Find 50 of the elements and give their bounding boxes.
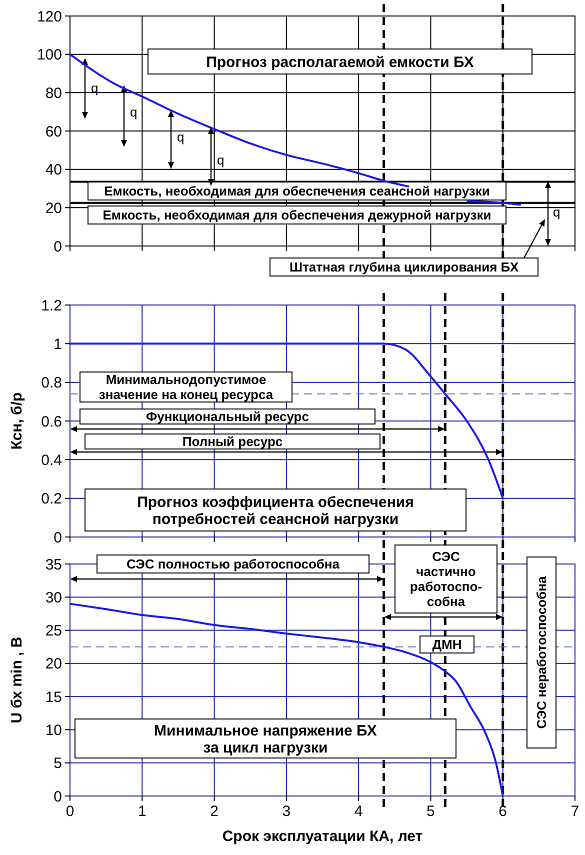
y-tick-label: 0 [54,238,62,256]
y-tick-label: 0.6 [41,413,62,430]
y-tick-label: 120 [36,8,62,26]
y-tick-label: 20 [45,656,62,673]
y-tick-label: 30 [45,589,62,606]
y-tick-label: 60 [45,123,62,140]
text: Прогноз коэффициента обеспечения потребностей сеансной нагрузки [137,494,414,528]
x-tick-label: 2 [210,803,218,820]
annotation: Полный ресурс [182,434,283,450]
annotation: q [177,130,184,145]
y-tick-label: 80 [45,84,62,102]
y-tick-label: 40 [45,162,62,179]
annotation: СЭС частично работоспо- собна [410,549,482,610]
y-tick-label: 0.4 [41,452,62,469]
x-tick-label: 4 [354,803,363,820]
y-tick-label: 0.8 [41,374,62,392]
annotation: СЭС неработоспособна [534,576,550,729]
y-tick-label: 5 [54,755,62,772]
annotation: q [217,152,224,168]
x-axis-title: Срок эксплуатации КА, лет [222,828,423,845]
x-tick-label: 0 [66,803,74,820]
x-tick-label: 3 [282,803,291,820]
y-tick-label: 0 [54,529,62,546]
x-tick-label: 1 [138,803,146,820]
x-tick-label: 5 [426,803,435,820]
y-tick-label: 1.2 [41,297,62,314]
y-tick-label: 10 [45,722,62,739]
ref-line-label: Емкость, необходимая для обеспечения дежурной нагрузки [102,208,492,223]
y-tick-label: 35 [45,556,62,574]
y-tick-label: 15 [45,688,62,706]
annotation: q [91,80,98,96]
ref-line-label: Минимальнодопустимое значение на конец ресурса [98,372,274,402]
y-axis-title: Ксн, б/р [8,392,26,450]
ref-line-label: ДМН [432,637,462,652]
y-tick-label: 20 [45,200,62,217]
annotation: СЭС полностью работоспособна [126,556,340,572]
text: Штатная глубина циклирования БХ [290,260,519,275]
annotation: Функциональный ресурс [146,409,309,424]
x-tick-label: 7 [570,803,580,820]
y-tick-label: 25 [45,622,62,640]
y-tick-label: 1 [54,336,62,353]
y-tick-label: 0 [54,788,62,806]
y-axis-title: U бх min , В [8,636,26,724]
text: Минимальное напряжение БХ за цикл нагрузки [154,722,377,756]
y-tick-label: 0.2 [41,490,62,508]
y-tick-label: 100 [36,46,62,64]
text: Прогноз располагаемой емкости БХ [206,54,474,71]
annotation: q [130,104,138,120]
annotation: q [553,204,560,220]
ref-line-label: Емкость, необходимая для обеспечения сеансной нагрузки [104,184,490,199]
